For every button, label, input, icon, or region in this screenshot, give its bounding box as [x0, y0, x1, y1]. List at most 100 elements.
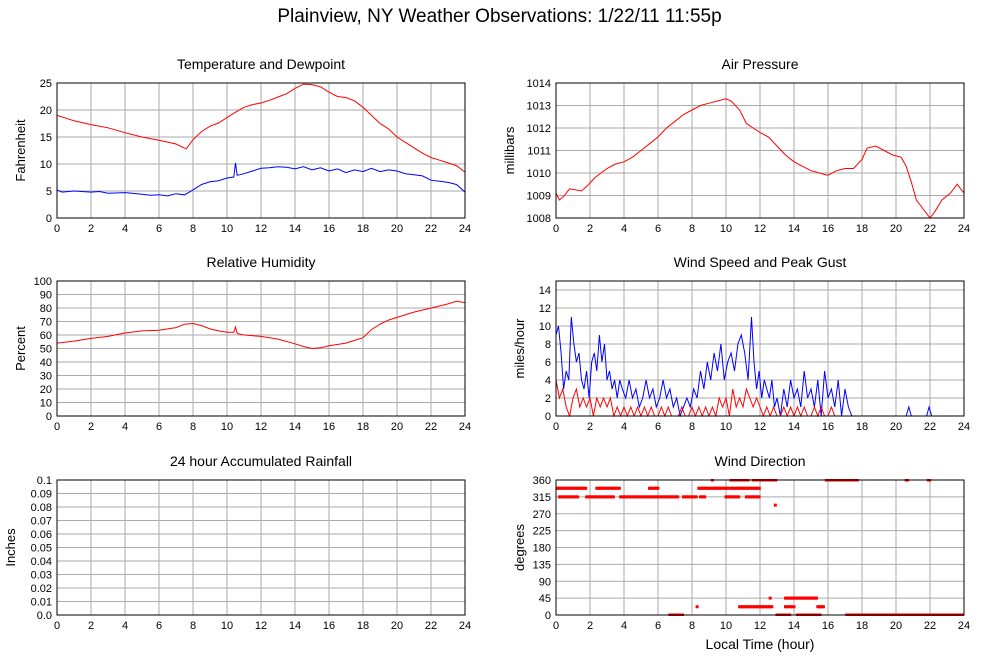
x-tick-label: 22: [924, 421, 936, 433]
y-tick-label: 4: [545, 375, 551, 387]
x-tick-label: 22: [924, 223, 936, 235]
y-tick-label: 0: [46, 213, 52, 225]
x-tick-label: 20: [391, 421, 403, 433]
y-axis-label-direction: degrees: [512, 524, 527, 571]
series-line-temp-1: [57, 162, 465, 197]
y-tick-label: 10: [539, 321, 551, 333]
y-tick-label: 0: [46, 411, 52, 423]
series-line-temp-0: [57, 83, 465, 173]
x-tick-label: 4: [122, 421, 128, 433]
x-tick-label: 6: [655, 620, 661, 632]
x-tick-label: 0: [54, 620, 60, 632]
y-tick-label: 1013: [527, 101, 551, 113]
y-tick-label: 0.03: [31, 570, 52, 582]
x-tick-label: 8: [689, 421, 695, 433]
direction-point: [617, 486, 621, 490]
y-tick-label: 90: [40, 290, 52, 302]
x-tick-label: 24: [459, 223, 471, 235]
y-tick-label: 1012: [527, 123, 551, 135]
x-tick-label: 20: [890, 223, 902, 235]
x-tick-label: 4: [621, 421, 627, 433]
y-tick-label: 80: [40, 303, 52, 315]
y-tick-label: 25: [40, 78, 52, 90]
x-tick-label: 12: [255, 421, 267, 433]
x-tick-label: 2: [587, 223, 593, 235]
x-tick-label: 24: [459, 421, 471, 433]
y-tick-label: 0.04: [31, 556, 52, 568]
direction-point: [584, 486, 588, 490]
direction-point: [737, 495, 741, 499]
y-tick-label: 100: [34, 276, 52, 288]
x-tick-label: 24: [958, 620, 970, 632]
y-tick-label: 360: [533, 475, 551, 487]
x-tick-label: 8: [689, 223, 695, 235]
y-tick-label: 50: [40, 344, 52, 356]
x-tick-label: 18: [856, 421, 868, 433]
direction-point: [815, 596, 819, 600]
chart-title-direction: Wind Direction: [714, 453, 805, 469]
x-tick-label: 0: [54, 223, 60, 235]
y-tick-label: 10: [40, 398, 52, 410]
x-tick-label: 12: [754, 421, 766, 433]
y-tick-label: 60: [40, 330, 52, 342]
x-tick-label: 14: [289, 223, 301, 235]
y-tick-label: 180: [533, 543, 551, 555]
chart-title-humidity: Relative Humidity: [207, 254, 316, 270]
x-tick-label: 4: [122, 223, 128, 235]
chart-title-rain: 24 hour Accumulated Rainfall: [170, 453, 352, 469]
x-tick-label: 6: [156, 223, 162, 235]
x-tick-label: 10: [221, 421, 233, 433]
direction-point: [773, 503, 777, 507]
y-tick-label: 20: [40, 105, 52, 117]
x-tick-label: 16: [822, 223, 834, 235]
y-tick-label: 5: [46, 186, 52, 198]
y-tick-label: 90: [539, 576, 551, 588]
y-tick-label: 10: [40, 159, 52, 171]
x-tick-label: 14: [788, 421, 800, 433]
x-tick-label: 6: [655, 421, 661, 433]
y-tick-label: 30: [40, 371, 52, 383]
x-tick-label: 0: [553, 223, 559, 235]
x-tick-label: 14: [788, 223, 800, 235]
x-tick-label: 0: [553, 421, 559, 433]
x-tick-label: 10: [720, 421, 732, 433]
x-tick-label: 24: [958, 223, 970, 235]
y-tick-label: 0.1: [37, 475, 52, 487]
x-tick-label: 10: [720, 620, 732, 632]
y-tick-label: 1009: [527, 191, 551, 203]
x-tick-label: 10: [221, 620, 233, 632]
x-tick-label: 22: [924, 620, 936, 632]
y-axis-label-pressure: millibars: [502, 126, 517, 174]
y-tick-label: 270: [533, 509, 551, 521]
x-tick-label: 12: [754, 223, 766, 235]
x-tick-label: 16: [822, 620, 834, 632]
y-tick-label: 1014: [527, 78, 551, 90]
y-tick-label: 0.07: [31, 516, 52, 528]
page-title: Plainview, NY Weather Observations: 1/22…: [277, 6, 722, 27]
plot-frame-direction: [555, 479, 965, 616]
series-group: [57, 83, 465, 197]
x-tick-label: 10: [221, 223, 233, 235]
x-tick-label: 16: [323, 620, 335, 632]
x-tick-label: 12: [255, 223, 267, 235]
direction-point: [703, 495, 707, 499]
y-tick-label: 0.0: [37, 610, 52, 622]
direction-point: [694, 495, 698, 499]
direction-point: [770, 605, 774, 609]
direction-point: [757, 486, 761, 490]
y-tick-label: 0: [545, 411, 551, 423]
x-tick-label: 8: [190, 223, 196, 235]
direction-point: [611, 495, 615, 499]
x-tick-label: 16: [323, 421, 335, 433]
y-tick-label: 14: [539, 285, 551, 297]
x-tick-label: 20: [391, 223, 403, 235]
series-line-wind-0: [556, 316, 964, 417]
x-tick-label: 14: [289, 620, 301, 632]
x-tick-label: 14: [289, 421, 301, 433]
